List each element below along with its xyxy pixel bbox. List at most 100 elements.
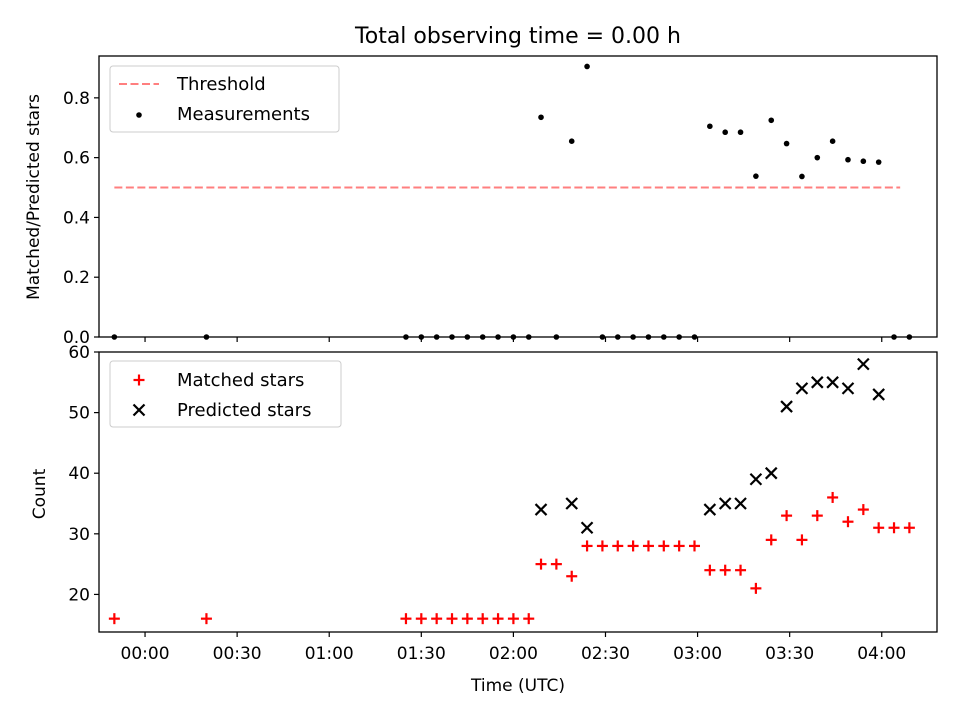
measurement-point [495, 334, 501, 340]
matched-star-point [612, 540, 624, 552]
top-plot-frame [98, 55, 938, 338]
measurement-point [768, 117, 775, 124]
matched-star-point [200, 613, 212, 625]
matched-star-point [523, 613, 535, 625]
matched-star-point [108, 613, 120, 625]
measurement-point [783, 140, 790, 147]
matched-star-point [566, 570, 578, 582]
top-legend: Threshold Measurements [109, 65, 340, 133]
predicted-star-point [749, 472, 763, 486]
measurement-point [525, 334, 532, 340]
bottom-y-tick-label: 20 [68, 585, 90, 605]
predicted-star-point [565, 497, 578, 510]
x-tick-label: 00:30 [213, 644, 262, 664]
matched-star-point [446, 613, 458, 625]
bottom-y-tick-label: 30 [68, 525, 90, 545]
measurement-point [707, 123, 713, 130]
bottom-legend: Matched stars Predicted stars [109, 360, 342, 428]
measurement-point [568, 138, 575, 144]
measurement-point [860, 158, 867, 165]
matched-star-point [642, 540, 654, 552]
predicted-star-point [580, 521, 594, 535]
x-tick-label: 02:00 [489, 644, 538, 664]
measurement-point [829, 138, 836, 144]
matched-legend-label: Matched stars [177, 370, 304, 391]
matched-star-point [719, 564, 731, 576]
matched-star-point [827, 491, 839, 503]
measurement-point [845, 156, 851, 163]
bottom-y-tick-label: 50 [68, 404, 90, 424]
matched-star-point [535, 558, 547, 570]
top-legend-frame [109, 65, 340, 133]
predicted-star-point [872, 388, 885, 401]
matched-star-point [857, 504, 869, 516]
measurement-point [464, 334, 471, 340]
measurement-point [737, 129, 744, 136]
measurement-point [906, 334, 913, 340]
top-y-tick-label: 0.0 [63, 328, 90, 348]
matched-star-point [492, 613, 504, 625]
measurement-point [645, 334, 652, 340]
bottom-plot-frame [98, 351, 938, 633]
x-tick-label: 00:00 [121, 644, 170, 664]
measurement-point [418, 334, 425, 340]
predicted-star-point [780, 400, 793, 413]
matched-star-point [903, 522, 915, 534]
bottom-panel: 20 30 40 50 60 00:00 00:30 01:00 01:30 02:00 02:30… [68, 343, 938, 664]
measurement-point [479, 334, 486, 340]
matched-star-point [477, 613, 489, 625]
matched-star-point [811, 510, 823, 522]
measurements-legend-label: Measurements [177, 104, 310, 125]
bottom-y-axis-label: Count [30, 468, 50, 519]
x-axis-label: Time (UTC) [470, 676, 565, 696]
matched-star-point [873, 522, 885, 534]
measurement-point [661, 334, 667, 340]
top-y-tick-label: 0.4 [63, 208, 90, 228]
measurement-point [722, 129, 728, 136]
matched-star-point [400, 613, 412, 625]
measurement-point [111, 334, 118, 340]
matched-star-point [581, 540, 593, 552]
measurements-legend-swatch [136, 112, 142, 118]
x-tick-label: 02:30 [581, 644, 630, 664]
matched-star-point [415, 613, 427, 625]
measurement-point [676, 334, 682, 340]
measurement-point [433, 334, 440, 340]
matched-star-point [704, 564, 716, 576]
measurement-point [510, 334, 517, 340]
matched-legend-swatch [133, 374, 145, 386]
predicted-star-point [718, 497, 732, 510]
measurement-point [691, 334, 698, 340]
threshold-legend-label: Threshold [176, 74, 266, 95]
predicted-legend-label: Predicted stars [177, 400, 311, 421]
measurement-point [814, 154, 821, 161]
measurement-point [553, 334, 560, 340]
x-tick-label: 03:30 [765, 644, 814, 664]
matched-star-point [596, 540, 608, 552]
predicted-star-point [764, 466, 778, 480]
bottom-legend-frame [109, 360, 342, 428]
matched-star-point [658, 540, 670, 552]
top-y-tick-label: 0.8 [63, 89, 90, 109]
predicted-star-point [857, 357, 870, 371]
matched-star-point [735, 564, 747, 576]
matched-star-point [888, 522, 900, 534]
matched-star-point [781, 510, 793, 522]
top-y-tick-label: 0.2 [63, 268, 90, 288]
predicted-star-point [841, 382, 855, 395]
predicted-star-point [826, 376, 839, 389]
matched-star-point [431, 613, 443, 625]
x-tick-label: 03:00 [673, 644, 722, 664]
measurement-point [584, 63, 590, 70]
matched-star-point [627, 540, 639, 552]
measurement-point [875, 159, 882, 165]
measurement-point [599, 334, 606, 340]
measurement-point [538, 114, 544, 121]
measurement-point [753, 173, 759, 179]
top-panel: 0.0 0.2 0.4 0.6 0.8 Threshold Measurements [63, 55, 938, 348]
predicted-star-point [795, 382, 809, 395]
matched-star-point [765, 534, 777, 546]
predicted-star-point [534, 503, 548, 516]
predicted-star-point [811, 376, 824, 389]
